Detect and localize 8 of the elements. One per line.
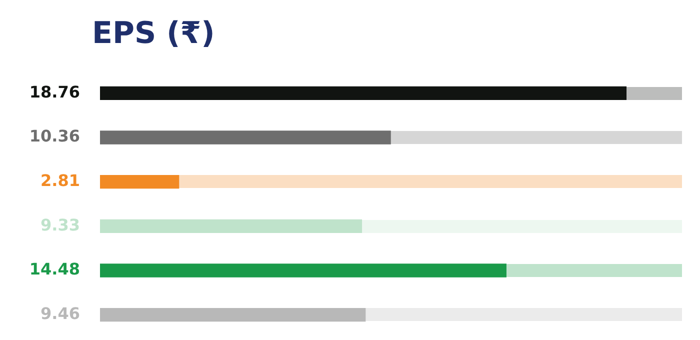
data-label: 14.48 [29, 260, 80, 279]
data-label: 9.33 [40, 215, 80, 234]
data-label: 10.36 [29, 126, 80, 146]
bar [100, 175, 180, 189]
data-label: 9.46 [40, 304, 80, 323]
data-label: 18.76 [29, 82, 80, 102]
chart-title: EPS (₹) [92, 16, 215, 51]
data-label: 2.81 [40, 170, 80, 190]
